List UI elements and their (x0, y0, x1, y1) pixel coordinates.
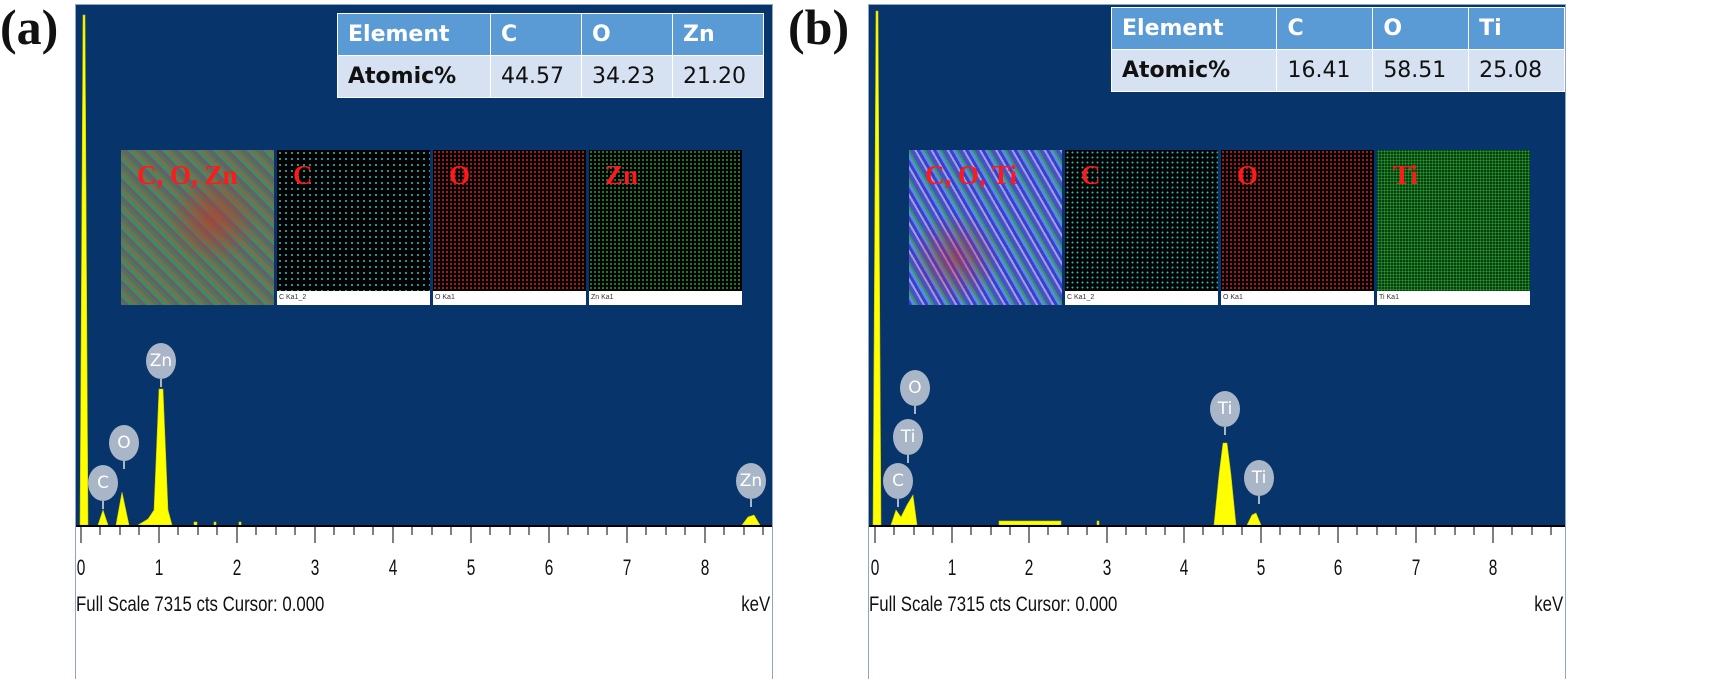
panel-b-label: (b) (788, 0, 850, 55)
tick-label-2: 2 (232, 555, 242, 580)
peak-badge-o: O (109, 425, 139, 469)
table-header-c: C (490, 13, 582, 56)
tick-label-2: 2 (1024, 555, 1034, 580)
x-axis-b: 0 1 2 3 4 5 6 7 8 Full Scale 7315 cts Cu… (869, 525, 1565, 680)
map-label-ti: Ti (1393, 160, 1419, 190)
tick-label-6: 6 (544, 555, 554, 580)
full-scale-status: Full Scale 7315 cts Cursor: 0.000 (869, 593, 1118, 616)
map-tile-c: C C Ka1_2 (1065, 150, 1218, 305)
tick-label-4: 4 (1179, 555, 1189, 580)
tick-label-3: 3 (310, 555, 320, 580)
axis-ticks-a (80, 527, 764, 543)
panel-b: C Ti O Ti Ti Element C O Ti Atomic% 16.4… (868, 4, 1566, 680)
tick-label-5: 5 (466, 555, 476, 580)
table-row-label: Atomic% (337, 55, 491, 98)
table-value-ti: 25.08 (1468, 49, 1565, 92)
ti-map-image (1377, 150, 1530, 291)
table-header-element: Element (1110, 7, 1278, 50)
table-value-zn: 21.20 (672, 55, 764, 98)
map-label-composite: C, O, Ti (925, 160, 1018, 190)
map-label-composite: C, O, Zn (137, 160, 238, 190)
atomic-table-b: Element C O Ti Atomic% 16.41 58.51 25.08 (1110, 7, 1565, 92)
map-tile-composite: C, O, Zn (121, 150, 274, 305)
tick-label-1: 1 (947, 555, 957, 580)
peak-badge-zn-l: Zn (146, 343, 176, 387)
table-value-o: 58.51 (1372, 49, 1470, 92)
atomic-table-a: Element C O Zn Atomic% 44.57 34.23 21.20 (337, 13, 764, 98)
peak-badge-ti-kb: Ti (1244, 460, 1274, 504)
axis-unit: keV (1534, 593, 1563, 616)
x-axis-a: 0 1 2 3 4 5 6 7 8 Full Scale 7315 cts Cu… (76, 525, 772, 680)
table-row-label: Atomic% (1110, 49, 1278, 92)
map-tile-c: C C Ka1_2 (277, 150, 430, 305)
map-caption-zn: Zn Ka1 (589, 291, 742, 305)
spectrum-trace-a (79, 14, 761, 525)
tick-label-1: 1 (154, 555, 164, 580)
spectrum-trace-b (872, 10, 1262, 525)
composite-map-image (909, 150, 1062, 305)
table-header-o: O (1372, 7, 1470, 50)
table-header-ti: Ti (1468, 7, 1565, 50)
tick-label-0: 0 (870, 555, 880, 580)
peak-badge-o: O (900, 370, 930, 414)
map-tile-zn: Zn Zn Ka1 (589, 150, 742, 305)
map-caption-o: O Ka1 (1221, 291, 1374, 305)
map-label-o: O (1237, 160, 1259, 190)
map-caption-c: C Ka1_2 (1065, 291, 1218, 305)
tick-label-4: 4 (388, 555, 398, 580)
peak-badge-ti-ka: Ti (1210, 391, 1240, 435)
peak-badge-zn-k: Zn (736, 463, 766, 507)
axis-line (76, 525, 772, 527)
zn-map-image (589, 150, 742, 291)
map-tile-composite: C, O, Ti (909, 150, 1062, 305)
table-value-o: 34.23 (581, 55, 673, 98)
map-label-o: O (449, 160, 471, 190)
composite-map-image (121, 150, 274, 305)
axis-line (869, 525, 1565, 527)
map-label-c: C (293, 160, 313, 190)
table-value-c: 44.57 (490, 55, 582, 98)
panel-a-label: (a) (0, 0, 59, 55)
o-map-image (1221, 150, 1374, 291)
c-map-image (1065, 150, 1218, 291)
map-caption-c: C Ka1_2 (277, 291, 430, 305)
tick-label-8: 8 (1488, 555, 1498, 580)
map-tile-ti: Ti Ti Ka1 (1377, 150, 1530, 305)
map-label-zn: Zn (605, 160, 639, 190)
peak-badge-c: C (88, 465, 118, 509)
c-map-image (277, 150, 430, 291)
element-maps-a: C, O, Zn C C Ka1_2 O O Ka1 Zn Zn Ka1 (121, 150, 742, 305)
table-header-c: C (1276, 7, 1374, 50)
peak-badge-c: C (883, 463, 913, 507)
tick-label-0: 0 (76, 555, 86, 580)
tick-label-7: 7 (1411, 555, 1421, 580)
tick-label-3: 3 (1102, 555, 1112, 580)
panel-a: C O Zn Zn Element C O Zn Atomic% 44.57 3… (75, 4, 773, 680)
map-tile-o: O O Ka1 (1221, 150, 1374, 305)
full-scale-status: Full Scale 7315 cts Cursor: 0.000 (76, 593, 325, 616)
map-tile-o: O O Ka1 (433, 150, 586, 305)
spectrum-plot-a: C O Zn Zn Element C O Zn Atomic% 44.57 3… (76, 5, 772, 525)
peak-badge-ti-l: Ti (893, 419, 923, 463)
element-maps-b: C, O, Ti C C Ka1_2 O O Ka1 Ti Ti Ka1 (909, 150, 1530, 305)
tick-label-7: 7 (622, 555, 632, 580)
o-map-image (433, 150, 586, 291)
map-caption-o: O Ka1 (433, 291, 586, 305)
axis-unit: keV (741, 593, 770, 616)
table-header-zn: Zn (672, 13, 764, 56)
axis-ticks-b (874, 527, 1552, 543)
tick-label-6: 6 (1333, 555, 1343, 580)
tick-label-8: 8 (700, 555, 710, 580)
map-caption-ti: Ti Ka1 (1377, 291, 1530, 305)
map-label-c: C (1081, 160, 1101, 190)
tick-label-5: 5 (1256, 555, 1266, 580)
table-value-c: 16.41 (1276, 49, 1374, 92)
spectrum-plot-b: C Ti O Ti Ti Element C O Ti Atomic% 16.4… (869, 5, 1565, 525)
table-header-element: Element (337, 13, 491, 56)
table-header-o: O (581, 13, 673, 56)
